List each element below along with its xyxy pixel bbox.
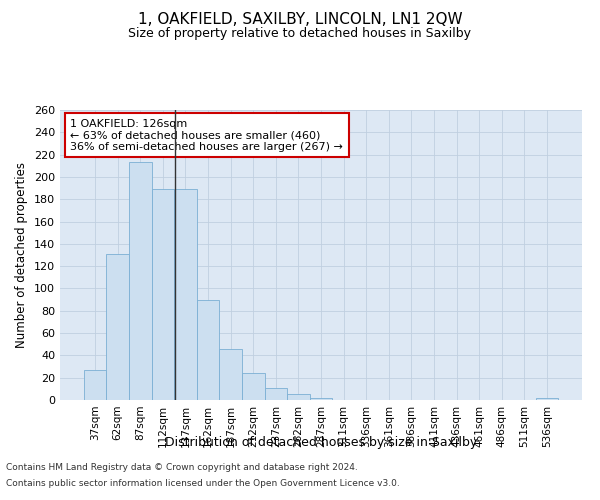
Text: 1, OAKFIELD, SAXILBY, LINCOLN, LN1 2QW: 1, OAKFIELD, SAXILBY, LINCOLN, LN1 2QW bbox=[137, 12, 463, 28]
Bar bbox=[106, 254, 129, 400]
Bar bbox=[152, 189, 174, 400]
Bar bbox=[220, 348, 242, 400]
Text: Distribution of detached houses by size in Saxilby: Distribution of detached houses by size … bbox=[165, 436, 477, 449]
Bar bbox=[242, 373, 265, 400]
Bar bbox=[265, 388, 287, 400]
Bar bbox=[197, 300, 220, 400]
Text: Contains public sector information licensed under the Open Government Licence v3: Contains public sector information licen… bbox=[6, 478, 400, 488]
Text: Size of property relative to detached houses in Saxilby: Size of property relative to detached ho… bbox=[128, 28, 472, 40]
Bar bbox=[129, 162, 152, 400]
Y-axis label: Number of detached properties: Number of detached properties bbox=[16, 162, 28, 348]
Bar bbox=[536, 398, 558, 400]
Bar bbox=[84, 370, 106, 400]
Bar bbox=[174, 189, 197, 400]
Text: Contains HM Land Registry data © Crown copyright and database right 2024.: Contains HM Land Registry data © Crown c… bbox=[6, 464, 358, 472]
Text: 1 OAKFIELD: 126sqm
← 63% of detached houses are smaller (460)
36% of semi-detach: 1 OAKFIELD: 126sqm ← 63% of detached hou… bbox=[70, 118, 343, 152]
Bar bbox=[287, 394, 310, 400]
Bar bbox=[310, 398, 332, 400]
